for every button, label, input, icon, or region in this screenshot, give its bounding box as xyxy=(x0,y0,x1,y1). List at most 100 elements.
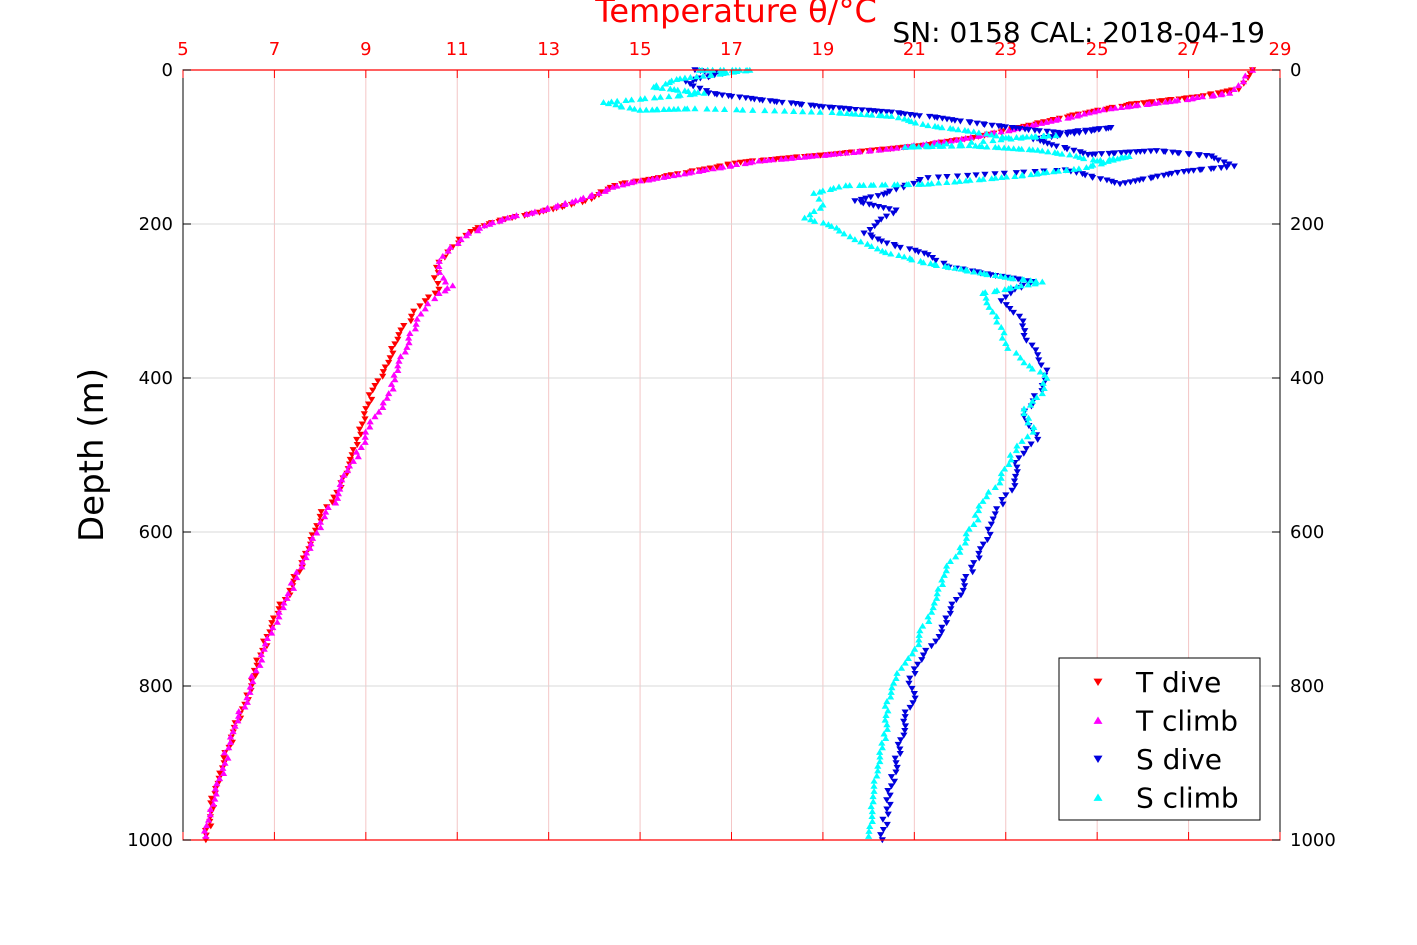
data-point xyxy=(1007,135,1015,142)
data-point xyxy=(1171,97,1179,104)
data-point xyxy=(859,200,867,207)
data-point xyxy=(1140,100,1148,107)
data-point xyxy=(1037,119,1046,126)
data-point xyxy=(851,110,860,117)
data-point xyxy=(369,387,377,394)
data-point xyxy=(523,210,531,217)
data-point xyxy=(835,227,844,234)
data-point xyxy=(256,661,264,668)
data-point xyxy=(1102,125,1110,132)
data-point xyxy=(874,236,882,243)
data-point xyxy=(972,172,980,179)
data-point xyxy=(212,790,220,797)
data-point xyxy=(412,320,420,327)
data-point xyxy=(892,675,900,681)
data-point xyxy=(1085,109,1093,116)
data-point xyxy=(888,684,896,691)
data-point xyxy=(737,159,745,166)
data-point xyxy=(1043,367,1051,374)
data-point xyxy=(946,610,954,617)
data-point xyxy=(346,456,354,463)
data-point xyxy=(1207,166,1215,173)
data-point xyxy=(943,174,951,180)
data-point xyxy=(892,186,900,193)
data-point xyxy=(207,795,216,802)
data-point xyxy=(925,113,934,120)
data-point xyxy=(280,599,288,606)
data-point xyxy=(1017,134,1025,141)
data-point xyxy=(986,272,995,279)
data-point xyxy=(882,712,890,718)
data-point xyxy=(979,290,987,296)
data-point xyxy=(706,165,714,172)
data-point xyxy=(660,173,668,180)
data-point xyxy=(251,673,260,679)
data-point xyxy=(1140,148,1149,155)
data-point xyxy=(955,177,964,184)
data-point xyxy=(816,204,824,211)
data-point xyxy=(906,675,914,682)
data-point xyxy=(901,714,909,721)
data-point xyxy=(308,534,317,541)
data-point xyxy=(1054,167,1063,174)
data-point xyxy=(246,683,254,690)
data-point xyxy=(746,159,754,166)
data-point xyxy=(1087,128,1095,135)
data-point xyxy=(645,176,653,183)
data-point xyxy=(665,79,673,86)
data-point xyxy=(889,679,898,686)
data-point xyxy=(877,216,885,223)
data-point xyxy=(942,140,951,147)
data-point xyxy=(345,462,354,469)
data-point xyxy=(1010,478,1019,485)
data-point xyxy=(361,428,370,435)
data-point xyxy=(957,592,965,599)
data-point xyxy=(860,230,868,237)
data-point xyxy=(395,357,403,364)
data-point xyxy=(932,262,941,268)
data-point xyxy=(385,390,393,397)
grid-lines xyxy=(183,70,1280,840)
data-point xyxy=(1058,150,1066,157)
data-point xyxy=(878,744,886,751)
data-point xyxy=(919,652,928,659)
data-point xyxy=(374,378,382,385)
data-point xyxy=(833,224,841,231)
legend-label: S climb xyxy=(1136,782,1239,815)
data-point xyxy=(552,203,560,210)
data-point xyxy=(915,143,923,150)
data-point xyxy=(1018,145,1026,152)
data-point xyxy=(298,563,306,570)
data-point xyxy=(983,537,992,543)
data-point xyxy=(1001,273,1009,280)
data-point xyxy=(869,793,877,800)
data-point xyxy=(333,494,342,501)
data-point xyxy=(816,152,825,159)
data-point xyxy=(887,774,896,781)
data-point xyxy=(1024,414,1033,421)
data-point xyxy=(1002,294,1010,301)
data-point xyxy=(568,198,576,205)
data-point xyxy=(1007,456,1015,463)
data-point xyxy=(947,137,955,144)
y-axis-label: Depth (m) xyxy=(72,368,112,542)
y-tick-label-right: 200 xyxy=(1290,214,1324,235)
data-point xyxy=(1042,118,1050,125)
data-point xyxy=(927,260,935,267)
data-point xyxy=(444,247,452,254)
data-point xyxy=(989,137,997,144)
data-point xyxy=(965,142,973,149)
data-point xyxy=(843,110,851,117)
data-point xyxy=(1044,132,1053,139)
data-point xyxy=(851,236,859,243)
data-point xyxy=(1038,147,1046,154)
data-point xyxy=(609,183,617,190)
y-tick-label-right: 800 xyxy=(1290,676,1324,697)
data-point xyxy=(904,655,912,661)
data-point xyxy=(1020,410,1028,417)
data-point xyxy=(1180,95,1189,102)
data-point xyxy=(1104,157,1112,164)
data-point xyxy=(836,150,844,156)
data-point xyxy=(1013,442,1021,449)
data-point xyxy=(613,182,621,189)
